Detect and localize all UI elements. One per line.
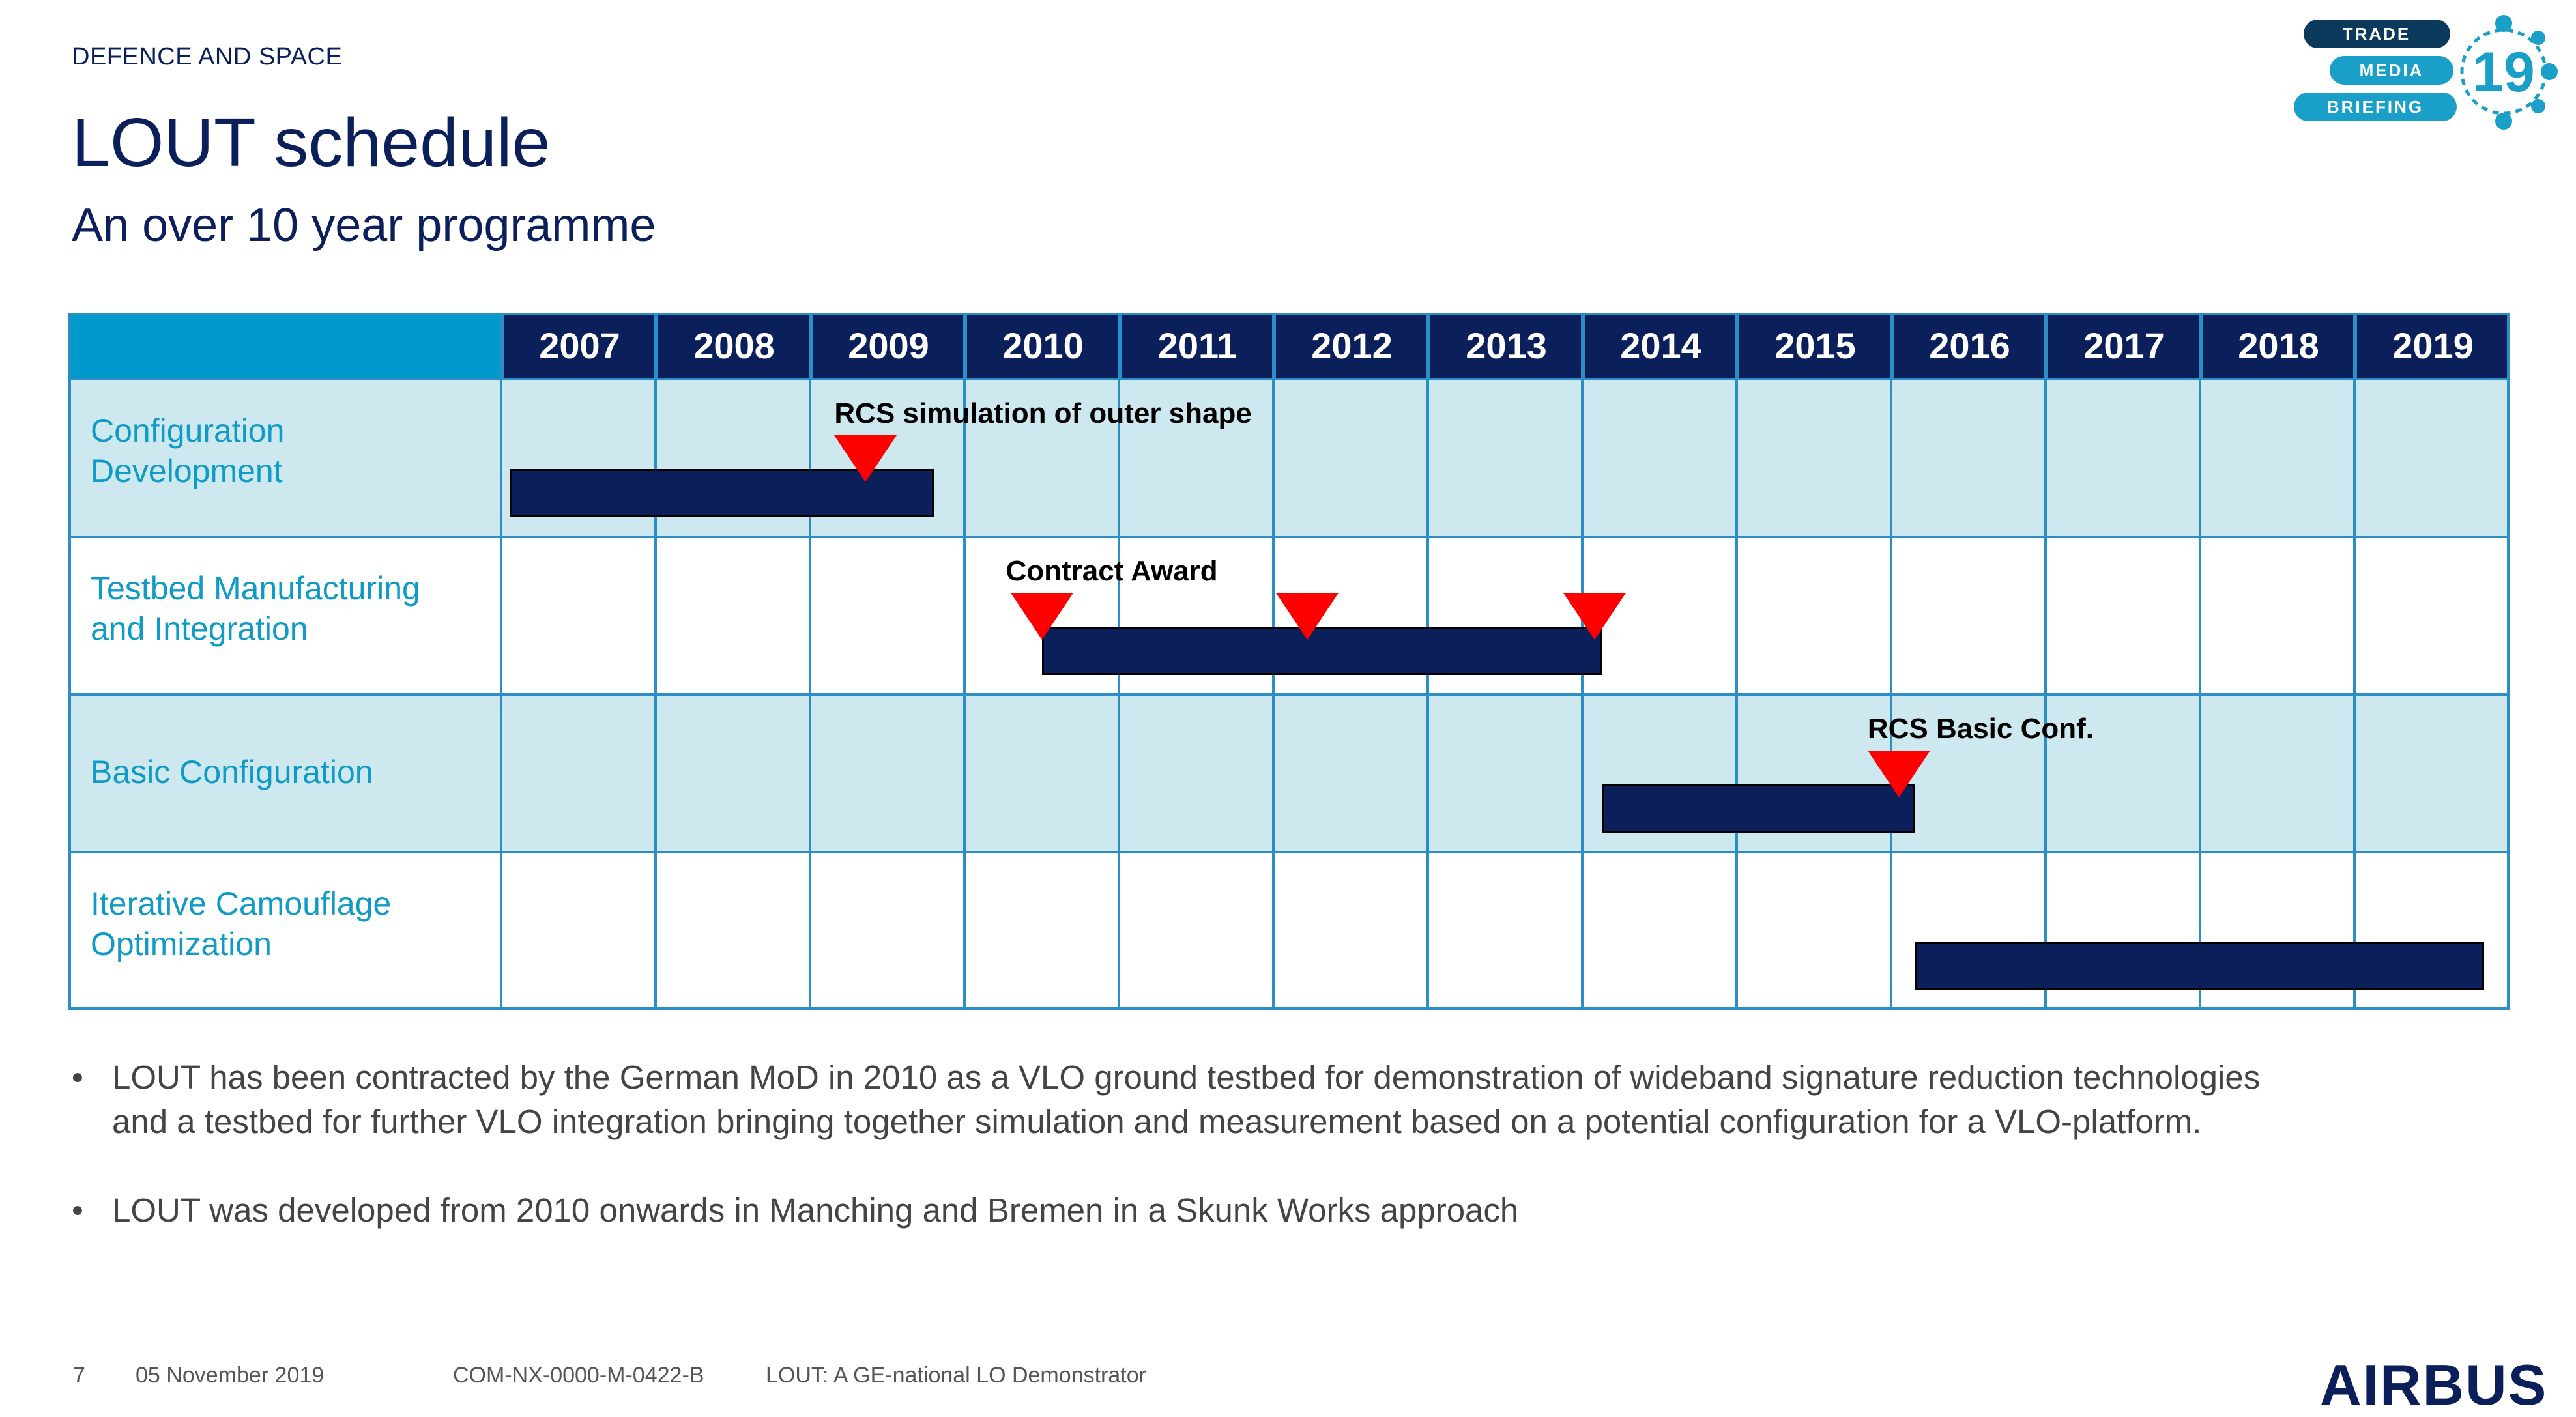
year-header-2016: 2016	[1891, 313, 2046, 378]
year-header-2013: 2013	[1428, 313, 1582, 378]
gantt-year-header: 2007 2008 2009 2010 2011 2012 2013 2014 2015 2016…	[501, 313, 2510, 378]
row-label-basic-configuration: Basic Configuration	[91, 754, 373, 790]
gantt-frame	[68, 313, 2510, 1010]
year-header-2018: 2018	[2200, 313, 2354, 378]
footer-doc-title: LOUT: A GE-national LO Demonstrator	[766, 1363, 1146, 1388]
milestone-marker	[834, 435, 897, 482]
footer-doc-ref: COM-NX-0000-M-0422-B	[453, 1363, 704, 1388]
gantt-row-band	[68, 536, 2510, 693]
year-header-2010: 2010	[964, 313, 1119, 378]
gantt-bar-row-0	[510, 469, 934, 517]
grid-line	[809, 313, 811, 1010]
gantt-row-band	[68, 378, 2510, 536]
grid-line	[654, 313, 657, 1010]
division-label: DEFENCE AND SPACE	[72, 43, 343, 70]
footer-date: 05 November 2019	[136, 1363, 325, 1388]
grid-line	[1735, 313, 1738, 1010]
milestone-marker	[1276, 593, 1339, 640]
gantt-bar-row-2	[1602, 784, 1915, 833]
bullet-item: • LOUT has been contracted by the German…	[72, 1055, 2352, 1144]
milestone-marker	[1010, 593, 1073, 640]
bullet-marker: •	[72, 1192, 83, 1229]
gantt-row-band	[68, 693, 2510, 851]
bullet-marker: •	[72, 1059, 83, 1096]
page-title: LOUT schedule	[72, 104, 551, 181]
grid-line	[1890, 313, 1892, 1010]
schedule-gantt: 2007 2008 2009 2010 2011 2012 2013 2014 2015 2016…	[68, 313, 2510, 1010]
grid-line	[963, 313, 966, 1010]
bullet-list: • LOUT has been contracted by the German…	[72, 1055, 2352, 1277]
year-header-2019: 2019	[2354, 313, 2509, 378]
year-header-2017: 2017	[2046, 313, 2200, 378]
logo-line-2: MEDIA	[2360, 61, 2424, 80]
milestone-marker	[1563, 593, 1626, 640]
logo-dot-se	[2531, 99, 2545, 113]
grid-line	[500, 313, 502, 1010]
gantt-header-corner	[68, 313, 501, 378]
logo-dot-top	[2495, 15, 2512, 32]
logo-line-1: TRADE	[2343, 24, 2411, 44]
milestone-marker	[1867, 751, 1930, 797]
bullet-item: • LOUT was developed from 2010 onwards i…	[72, 1188, 2352, 1233]
logo-year: 19	[2472, 41, 2535, 104]
gantt-row-band	[68, 851, 2510, 1009]
page-subtitle: An over 10 year programme	[72, 199, 656, 251]
grid-line	[2044, 313, 2047, 1010]
airbus-logo: AIRBUS	[2320, 1353, 2548, 1417]
logo-dot-bottom	[2495, 113, 2512, 130]
row-label-iterative-camouflage: Iterative Camouflage Optimization	[91, 885, 392, 962]
year-header-2007: 2007	[501, 313, 656, 378]
grid-line	[2199, 313, 2201, 1010]
milestone-label: Contract Award	[1006, 555, 1218, 587]
year-header-2011: 2011	[1119, 313, 1273, 378]
footer-page-number: 7	[73, 1363, 85, 1388]
year-header-2008: 2008	[656, 313, 810, 378]
row-label-configuration-development: Configuration Development	[91, 412, 285, 489]
grid-line	[2353, 313, 2356, 1010]
year-header-2009: 2009	[810, 313, 964, 378]
row-label-testbed-manufacturing: Testbed Manufacturing and Integration	[91, 570, 420, 647]
logo-pills: TRADE MEDIA BRIEFING	[2294, 20, 2457, 121]
year-header-2014: 2014	[1582, 313, 1737, 378]
year-header-2015: 2015	[1737, 313, 1891, 378]
gantt-bar-row-3	[1914, 942, 2485, 990]
milestone-label: RCS Basic Conf.	[1867, 713, 2094, 745]
logo-line-3: BRIEFING	[2327, 97, 2424, 117]
logo-dot-ne	[2531, 31, 2545, 45]
year-header-2012: 2012	[1273, 313, 1428, 378]
trade-media-briefing-logo: TRADE MEDIA BRIEFING 19	[2294, 15, 2558, 130]
logo-dot-right	[2541, 63, 2558, 80]
milestone-label: RCS simulation of outer shape	[834, 397, 1252, 429]
